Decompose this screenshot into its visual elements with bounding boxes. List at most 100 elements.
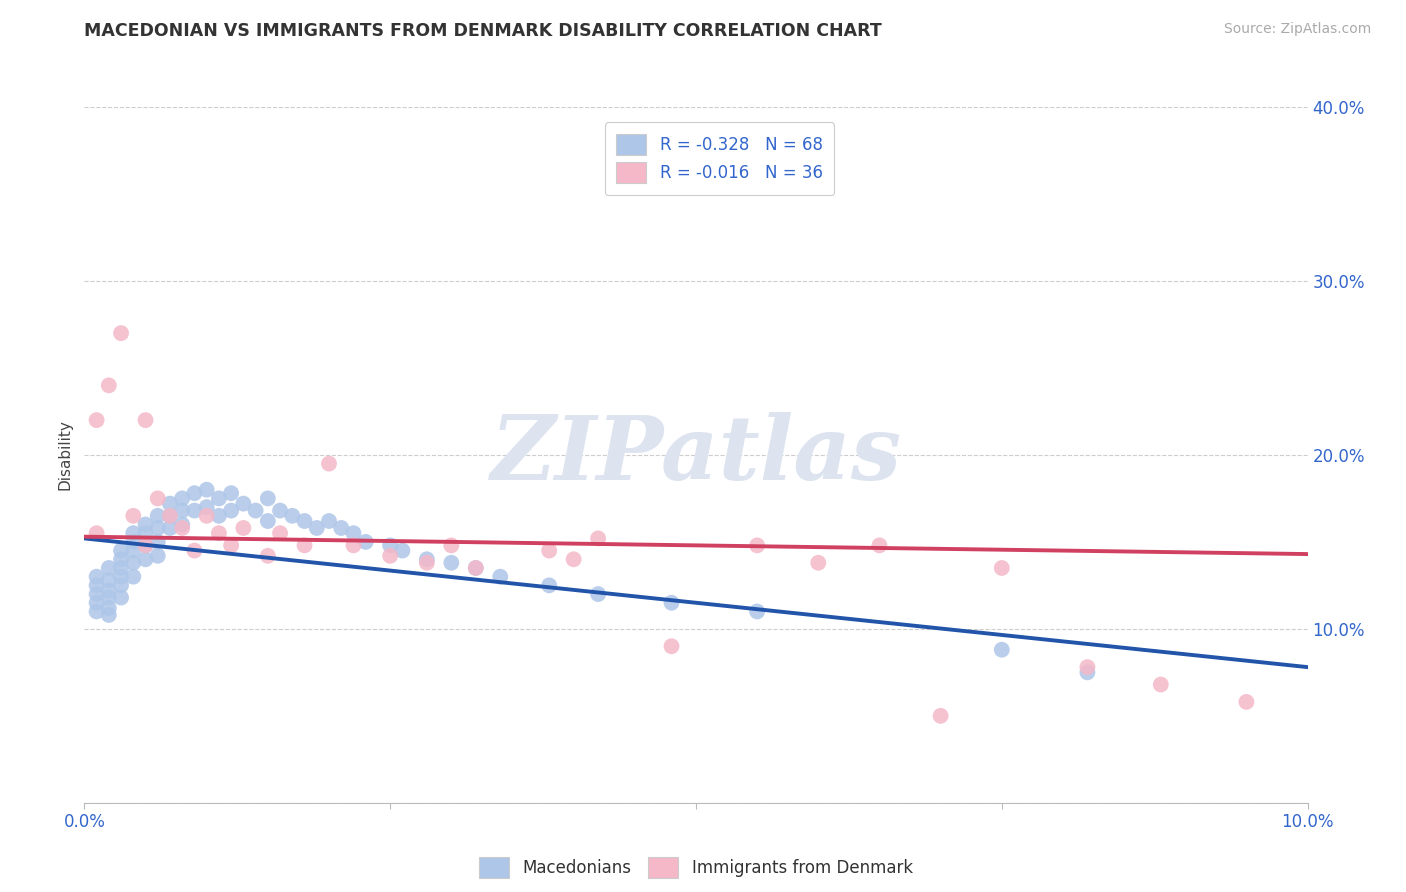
Point <box>97 583 120 598</box>
Point <box>464 561 486 575</box>
Point <box>489 570 512 584</box>
Point <box>208 508 231 523</box>
Point <box>929 708 952 723</box>
Point <box>281 508 304 523</box>
Point <box>464 561 486 575</box>
Point <box>440 538 463 552</box>
Point <box>110 561 132 575</box>
Point <box>342 538 364 552</box>
Point <box>159 508 181 523</box>
Point <box>245 503 267 517</box>
Point <box>183 503 205 517</box>
Point <box>257 514 280 528</box>
Point <box>991 642 1014 657</box>
Point <box>562 552 585 566</box>
Point <box>135 413 157 427</box>
Point <box>257 549 280 563</box>
Point <box>294 538 316 552</box>
Point <box>172 503 194 517</box>
Point <box>97 607 120 622</box>
Point <box>294 514 316 528</box>
Point <box>97 378 120 392</box>
Point <box>232 521 254 535</box>
Point <box>97 561 120 575</box>
Point <box>146 521 169 535</box>
Point <box>159 497 181 511</box>
Point <box>195 483 218 497</box>
Legend: Macedonians, Immigrants from Denmark: Macedonians, Immigrants from Denmark <box>472 850 920 885</box>
Point <box>219 486 242 500</box>
Text: ZIPatlas: ZIPatlas <box>491 412 901 498</box>
Point <box>135 517 157 532</box>
Point <box>269 503 291 517</box>
Point <box>146 508 169 523</box>
Point <box>122 534 145 549</box>
Point <box>747 605 769 619</box>
Point <box>232 497 254 511</box>
Point <box>807 556 830 570</box>
Point <box>257 491 280 506</box>
Point <box>110 578 132 592</box>
Point <box>869 538 891 552</box>
Point <box>86 596 108 610</box>
Point <box>135 538 157 552</box>
Text: Source: ZipAtlas.com: Source: ZipAtlas.com <box>1223 22 1371 37</box>
Point <box>318 514 340 528</box>
Point <box>135 552 157 566</box>
Point <box>586 587 609 601</box>
Point <box>122 570 145 584</box>
Point <box>172 491 194 506</box>
Point <box>86 570 108 584</box>
Point <box>416 556 439 570</box>
Point <box>159 508 181 523</box>
Point <box>342 526 364 541</box>
Point <box>330 521 353 535</box>
Point <box>391 543 413 558</box>
Point <box>122 543 145 558</box>
Point <box>440 556 463 570</box>
Point <box>172 517 194 532</box>
Point <box>110 326 132 340</box>
Point <box>380 549 402 563</box>
Point <box>586 532 609 546</box>
Point <box>354 534 377 549</box>
Point <box>538 543 561 558</box>
Point <box>97 601 120 615</box>
Point <box>159 521 181 535</box>
Point <box>1236 695 1258 709</box>
Point <box>195 508 218 523</box>
Point <box>269 526 291 541</box>
Point <box>135 526 157 541</box>
Point <box>122 556 145 570</box>
Point <box>86 526 108 541</box>
Point <box>110 591 132 605</box>
Point <box>97 591 120 605</box>
Point <box>318 457 340 471</box>
Point <box>208 491 231 506</box>
Point <box>110 543 132 558</box>
Point <box>538 578 561 592</box>
Point <box>146 491 169 506</box>
Point <box>183 543 205 558</box>
Point <box>661 639 683 653</box>
Point <box>146 549 169 563</box>
Point <box>305 521 328 535</box>
Point <box>86 587 108 601</box>
Point <box>991 561 1014 575</box>
Point <box>1076 665 1098 680</box>
Point <box>146 534 169 549</box>
Point <box>86 578 108 592</box>
Point <box>416 552 439 566</box>
Point <box>110 552 132 566</box>
Point <box>122 526 145 541</box>
Point <box>1076 660 1098 674</box>
Point <box>380 538 402 552</box>
Text: MACEDONIAN VS IMMIGRANTS FROM DENMARK DISABILITY CORRELATION CHART: MACEDONIAN VS IMMIGRANTS FROM DENMARK DI… <box>84 22 882 40</box>
Point <box>172 521 194 535</box>
Y-axis label: Disability: Disability <box>58 419 73 491</box>
Point <box>86 605 108 619</box>
Point <box>208 526 231 541</box>
Point <box>219 503 242 517</box>
Point <box>97 573 120 587</box>
Point <box>747 538 769 552</box>
